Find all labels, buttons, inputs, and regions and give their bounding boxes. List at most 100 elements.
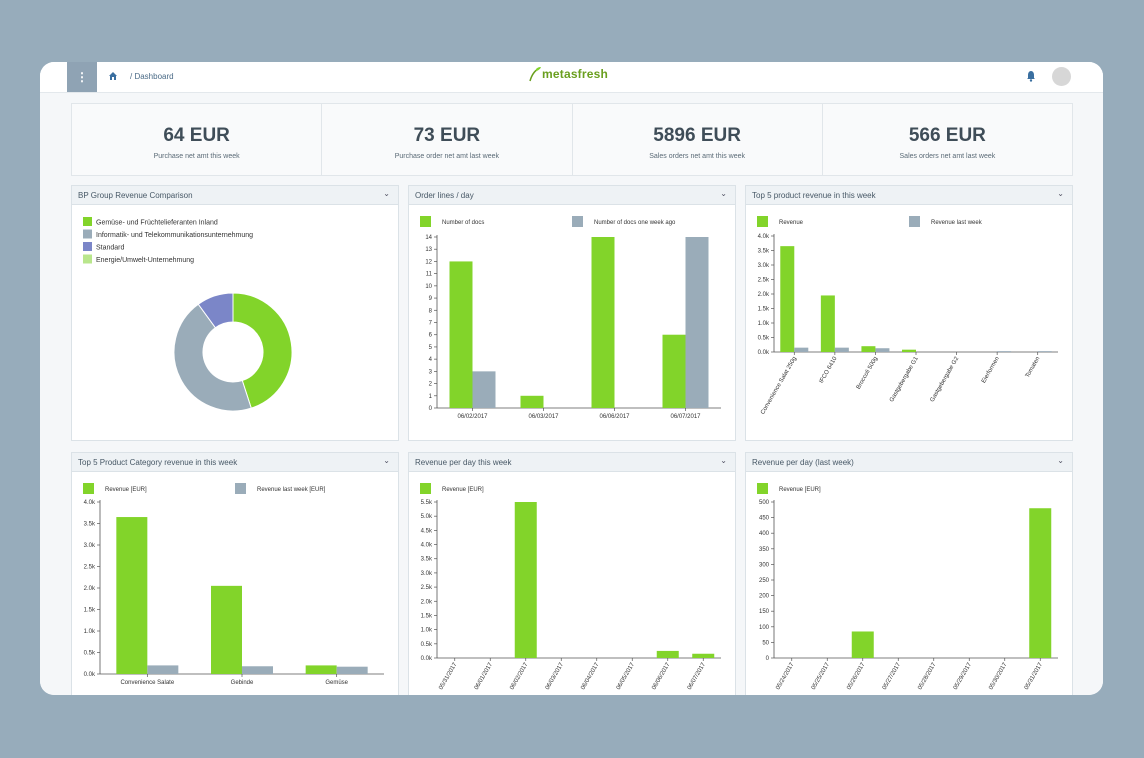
x-tick-label: Tomaten bbox=[1025, 356, 1042, 379]
chevron-down-icon[interactable]: ⌄ bbox=[720, 456, 727, 465]
chart-area: Revenue [EUR] 0 50 100 150 200 250 300 350 400 450… bbox=[757, 483, 1058, 691]
y-tick-label: 6 bbox=[429, 333, 433, 339]
y-tick-label: 1.5k bbox=[84, 608, 96, 614]
y-tick-label: 1.0k bbox=[758, 321, 770, 327]
panel-header[interactable]: Revenue per day (last week) ⌄ bbox=[746, 453, 1072, 472]
x-tick-label: Gebinde bbox=[231, 680, 254, 686]
legend-label: Informatik- und Telekommunikationsuntern… bbox=[96, 232, 253, 239]
panel-header[interactable]: BP Group Revenue Comparison ⌄ bbox=[72, 186, 398, 205]
panel-title: Revenue per day (last week) bbox=[752, 458, 854, 467]
y-tick-label: 3 bbox=[429, 369, 433, 375]
panel-header[interactable]: Top 5 Product Category revenue in this w… bbox=[72, 453, 398, 472]
kpi-card[interactable]: 64 EUR Purchase net amt this week bbox=[72, 104, 323, 175]
y-tick-label: 8 bbox=[429, 308, 433, 314]
y-tick-label: 0.0k bbox=[758, 350, 770, 356]
bar bbox=[520, 395, 544, 408]
dashboard-content: 64 EUR Purchase net amt this week 73 EUR… bbox=[40, 93, 1103, 695]
y-tick-label: 50 bbox=[762, 640, 769, 646]
bar bbox=[834, 347, 849, 352]
x-tick-label: 06/07/2017 bbox=[670, 414, 701, 420]
x-tick-label: 06/06/2017 bbox=[651, 661, 672, 691]
y-tick-label: 5.0k bbox=[421, 514, 433, 520]
x-tick-label: IFCO 6410 bbox=[819, 355, 839, 384]
panel-revenue-this-week: Revenue per day this week ⌄ Revenue [EUR… bbox=[408, 452, 736, 695]
bar bbox=[242, 666, 273, 674]
legend-label: Revenue last week [EUR] bbox=[257, 487, 326, 493]
y-tick-label: 2.0k bbox=[758, 292, 770, 298]
x-tick-label: 06/05/2017 bbox=[616, 661, 637, 691]
pie-slice bbox=[232, 292, 293, 409]
kpi-card[interactable]: 566 EUR Sales orders net amt last week bbox=[823, 104, 1072, 175]
x-tick-label: 06/03/2017 bbox=[528, 414, 559, 420]
x-tick-label: 06/03/2017 bbox=[545, 661, 566, 691]
legend-label: Energie/Umwelt-Unternehmung bbox=[96, 257, 194, 264]
legend-label: Revenue bbox=[779, 220, 804, 226]
bar bbox=[902, 349, 916, 352]
y-tick-label: 3.5k bbox=[421, 557, 433, 563]
y-tick-label: 500 bbox=[759, 500, 770, 506]
chart-area: Gemüse- und Früchtelieferanten Inland Inf… bbox=[83, 217, 293, 412]
breadcrumb[interactable]: / Dashboard bbox=[130, 72, 174, 81]
bell-icon[interactable] bbox=[1026, 70, 1036, 82]
x-tick-label: 05/25/2017 bbox=[811, 661, 832, 691]
legend-swatch bbox=[909, 216, 920, 227]
legend-label: Standard bbox=[96, 245, 125, 252]
kpi-value: 73 EUR bbox=[413, 125, 481, 146]
legend-label: Number of docs one week ago bbox=[594, 220, 676, 226]
y-tick-label: 3.0k bbox=[84, 543, 96, 549]
y-tick-label: 4 bbox=[429, 357, 433, 363]
kpi-label: Purchase net amt this week bbox=[153, 153, 240, 160]
pie-slice bbox=[173, 303, 252, 412]
chevron-down-icon[interactable]: ⌄ bbox=[383, 456, 390, 465]
legend-swatch bbox=[572, 216, 583, 227]
y-tick-label: 1.5k bbox=[758, 307, 770, 313]
y-tick-label: 5.5k bbox=[421, 500, 433, 506]
x-tick-label: Gemüse bbox=[325, 680, 348, 686]
panel-header[interactable]: Top 5 product revenue in this week ⌄ bbox=[746, 186, 1072, 205]
y-tick-label: 1 bbox=[429, 394, 433, 400]
legend-swatch bbox=[757, 483, 768, 494]
metasfresh-logo[interactable]: metasfresh bbox=[528, 66, 608, 82]
x-tick-label: Gastgebergabe G2 bbox=[930, 355, 961, 403]
avatar[interactable] bbox=[1052, 67, 1071, 86]
y-tick-label: 4.0k bbox=[421, 543, 433, 549]
kpi-card[interactable]: 73 EUR Purchase order net amt last week bbox=[322, 104, 573, 175]
kpi-card[interactable]: 5896 EUR Sales orders net amt this week bbox=[573, 104, 823, 175]
bar bbox=[662, 334, 686, 408]
x-tick-label: 06/07/2017 bbox=[687, 661, 708, 691]
x-tick-label: 06/06/2017 bbox=[599, 414, 630, 420]
legend-swatch bbox=[420, 216, 431, 227]
chevron-down-icon[interactable]: ⌄ bbox=[1057, 456, 1064, 465]
bar bbox=[591, 237, 615, 408]
x-tick-label: 05/31/2017 bbox=[438, 661, 459, 691]
x-tick-label: 05/27/2017 bbox=[882, 661, 903, 691]
legend-swatch bbox=[83, 254, 92, 264]
panel-header[interactable]: Order lines / day ⌄ bbox=[409, 186, 735, 205]
chevron-down-icon[interactable]: ⌄ bbox=[720, 189, 727, 198]
bar bbox=[514, 502, 537, 658]
legend-swatch bbox=[83, 217, 92, 226]
bar bbox=[780, 246, 795, 352]
y-tick-label: 250 bbox=[759, 578, 770, 584]
chart-area: Revenue [EUR] Revenue last week [EUR] 0.0k… bbox=[83, 483, 384, 686]
kebab-menu-icon[interactable]: ⋮ bbox=[67, 62, 97, 92]
chevron-down-icon[interactable]: ⌄ bbox=[1057, 189, 1064, 198]
legend-swatch bbox=[83, 242, 92, 251]
y-tick-label: 13 bbox=[425, 247, 432, 253]
x-tick-label: 06/02/2017 bbox=[509, 661, 530, 691]
y-tick-label: 4.5k bbox=[421, 528, 433, 534]
y-tick-label: 2.5k bbox=[421, 585, 433, 591]
y-tick-label: 0.5k bbox=[421, 642, 433, 648]
x-tick-label: Convenience Salate bbox=[120, 680, 174, 686]
kpi-row: 64 EUR Purchase net amt this week 73 EUR… bbox=[71, 103, 1073, 176]
chevron-down-icon[interactable]: ⌄ bbox=[383, 189, 390, 198]
bar bbox=[685, 237, 709, 408]
y-tick-label: 12 bbox=[425, 259, 432, 265]
y-tick-label: 3.5k bbox=[758, 249, 770, 255]
legend-swatch bbox=[757, 216, 768, 227]
panel-header[interactable]: Revenue per day this week ⌄ bbox=[409, 453, 735, 472]
y-tick-label: 4.0k bbox=[84, 500, 96, 506]
home-icon[interactable] bbox=[108, 71, 118, 81]
y-tick-label: 7 bbox=[429, 321, 433, 327]
legend-swatch bbox=[235, 483, 246, 494]
